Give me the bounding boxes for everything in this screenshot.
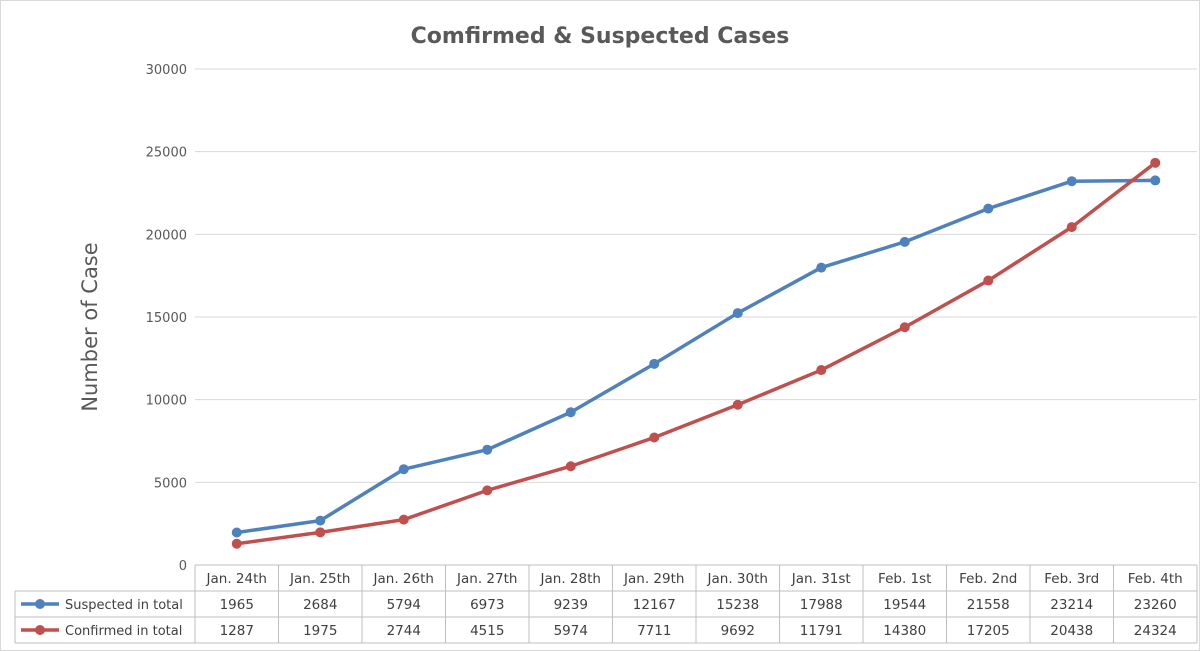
data-point xyxy=(899,236,910,247)
table-value-cell: 23214 xyxy=(1050,597,1093,613)
data-point xyxy=(482,444,493,455)
x-category-label: Jan. 28th xyxy=(540,571,601,587)
y-tick-label: 0 xyxy=(179,559,187,574)
x-category-label: Feb. 2nd xyxy=(959,571,1017,587)
legend-entry: Confirmed in total xyxy=(65,624,182,639)
table-value-cell: 2684 xyxy=(303,597,337,613)
chart-title: Comfirmed & Suspected Cases xyxy=(411,24,790,49)
table-value-cell: 17988 xyxy=(800,597,843,613)
data-point xyxy=(732,399,743,410)
x-category-label: Jan. 30th xyxy=(707,571,768,587)
table-value-cell: 1975 xyxy=(303,623,337,639)
table-value-cell: 21558 xyxy=(967,597,1010,613)
y-tick-label: 30000 xyxy=(146,63,187,78)
table-value-cell: 9692 xyxy=(721,623,755,639)
table-value-cell: 1965 xyxy=(220,597,254,613)
data-point xyxy=(565,407,576,418)
y-tick-label: 5000 xyxy=(154,476,187,491)
table-value-cell: 14380 xyxy=(883,623,926,639)
data-point xyxy=(983,203,994,214)
x-category-label: Jan. 31st xyxy=(791,571,851,587)
table-value-cell: 9239 xyxy=(554,597,588,613)
data-point xyxy=(1066,176,1077,187)
data-point xyxy=(816,262,827,273)
series-lines xyxy=(231,157,1161,549)
x-category-label: Feb. 1st xyxy=(878,571,931,587)
table-value-cell: 17205 xyxy=(967,623,1010,639)
table-value-cell: 2744 xyxy=(387,623,421,639)
x-category-label: Feb. 4th xyxy=(1128,571,1183,587)
table-value-cell: 23260 xyxy=(1134,597,1177,613)
table-value-cell: 20438 xyxy=(1050,623,1093,639)
y-tick-label: 25000 xyxy=(146,146,187,161)
series-line xyxy=(235,161,1157,546)
x-category-label: Jan. 24th xyxy=(206,571,267,587)
data-point xyxy=(649,432,660,443)
table-value-cell: 19544 xyxy=(883,597,926,613)
data-table: Jan. 24th Jan. 25th Jan. 26th Jan. 27th Jan.… xyxy=(14,564,1198,644)
series-line xyxy=(235,178,1157,535)
table-value-cell: 5794 xyxy=(387,597,421,613)
data-point xyxy=(315,515,326,526)
data-point xyxy=(1066,222,1077,233)
x-category-label: Jan. 27th xyxy=(456,571,517,587)
data-point xyxy=(732,308,743,319)
data-point xyxy=(398,464,409,475)
legend-marker-key xyxy=(35,599,45,609)
data-point xyxy=(482,485,493,496)
table-value-cell: 24324 xyxy=(1134,623,1177,639)
data-point xyxy=(398,514,409,525)
data-point xyxy=(1150,175,1161,186)
table-value-cell: 11791 xyxy=(800,623,843,639)
x-category-label: Jan. 26th xyxy=(373,571,434,587)
y-tick-label: 20000 xyxy=(146,228,187,243)
table-value-cell: 15238 xyxy=(716,597,759,613)
table-value-cell: 4515 xyxy=(470,623,504,639)
gridlines xyxy=(195,68,1197,483)
table-value-cell: 5974 xyxy=(554,623,588,639)
y-axis-label: Number of Case xyxy=(78,242,102,411)
data-point xyxy=(315,527,326,538)
data-point xyxy=(231,527,242,538)
x-category-label: Jan. 29th xyxy=(623,571,684,587)
data-point xyxy=(565,461,576,472)
y-tick-label: 10000 xyxy=(146,394,187,409)
table-value-cell: 12167 xyxy=(633,597,676,613)
y-axis-ticks: 0 5000 10000 15000 20000 25000 30000 xyxy=(146,63,187,574)
x-category-label: Feb. 3rd xyxy=(1044,571,1099,587)
table-value-cell: 6973 xyxy=(470,597,504,613)
legend-marker-key xyxy=(35,625,45,635)
table-value-cell: 7711 xyxy=(637,623,671,639)
legend-entry: Suspected in total xyxy=(65,598,183,613)
data-point xyxy=(1150,157,1161,168)
data-point xyxy=(816,365,827,376)
data-point xyxy=(649,358,660,369)
data-point xyxy=(899,322,910,333)
y-tick-label: 15000 xyxy=(146,311,187,326)
x-category-label: Jan. 25th xyxy=(289,571,350,587)
data-point xyxy=(983,275,994,286)
data-point xyxy=(231,538,242,549)
table-value-cell: 1287 xyxy=(220,623,254,639)
